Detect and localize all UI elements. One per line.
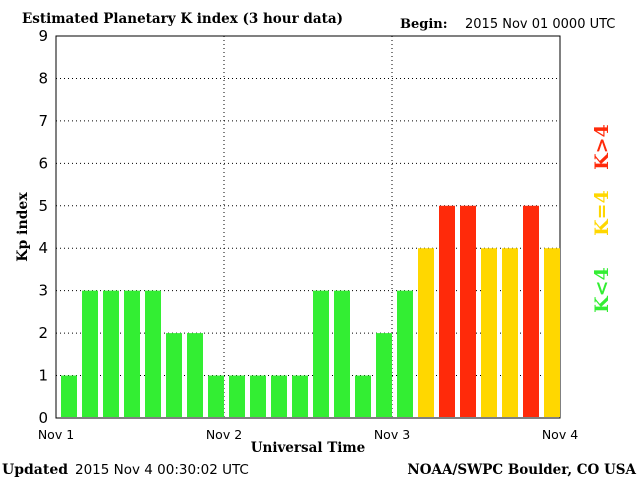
y-tick-label: 8 [38,69,48,87]
legend-high: K>4 [591,124,613,170]
legend-mid: K=4 [591,190,613,236]
credit: NOAA/SWPC Boulder, CO USA [407,462,636,478]
bar [523,205,539,417]
x-tick-labels: Nov 1 Nov 2 Nov 3 Nov 4 [38,427,578,442]
bar [103,290,119,417]
bar [271,375,287,417]
y-tick-label: 9 [38,27,48,45]
bar [544,248,560,417]
bar [61,375,77,417]
bar [124,290,140,417]
x-tick-label: Nov 2 [206,427,242,442]
x-axis-label: Universal Time [251,440,366,456]
y-tick-label: 0 [38,409,48,427]
begin-label: Begin: [400,17,448,32]
bars [61,205,560,417]
bar [502,248,518,417]
x-tick-label: Nov 1 [38,427,74,442]
legend-low: K<4 [591,267,613,313]
y-axis-label: Kp index [15,192,31,262]
updated-value: 2015 Nov 4 00:30:02 UTC [75,462,249,478]
y-tick-label: 6 [38,154,48,172]
y-tick-label: 3 [38,282,48,300]
bar [145,290,161,417]
chart-title: Estimated Planetary K index (3 hour data… [22,11,343,27]
bar [439,205,455,417]
bar [481,248,497,417]
bar [82,290,98,417]
bar [313,290,329,417]
bar [376,333,392,417]
bar [397,290,413,417]
x-tick-label: Nov 4 [542,427,578,442]
bar [460,205,476,417]
bar [208,375,224,417]
y-tick-label: 2 [38,324,48,342]
y-tick-labels: 0 1 2 3 4 5 6 7 8 9 [38,27,48,427]
bar [250,375,266,417]
bar [292,375,308,417]
bar [187,333,203,417]
begin-value: 2015 Nov 01 0000 UTC [465,17,615,32]
bar [229,375,245,417]
y-tick-label: 7 [38,112,48,130]
updated-label: Updated [2,462,68,478]
y-tick-label: 4 [38,239,48,257]
y-tick-label: 5 [38,197,48,215]
bar [166,333,182,417]
y-tick-label: 1 [38,367,48,385]
bar [418,248,434,417]
bar [355,375,371,417]
bar [334,290,350,417]
x-tick-label: Nov 3 [374,427,410,442]
